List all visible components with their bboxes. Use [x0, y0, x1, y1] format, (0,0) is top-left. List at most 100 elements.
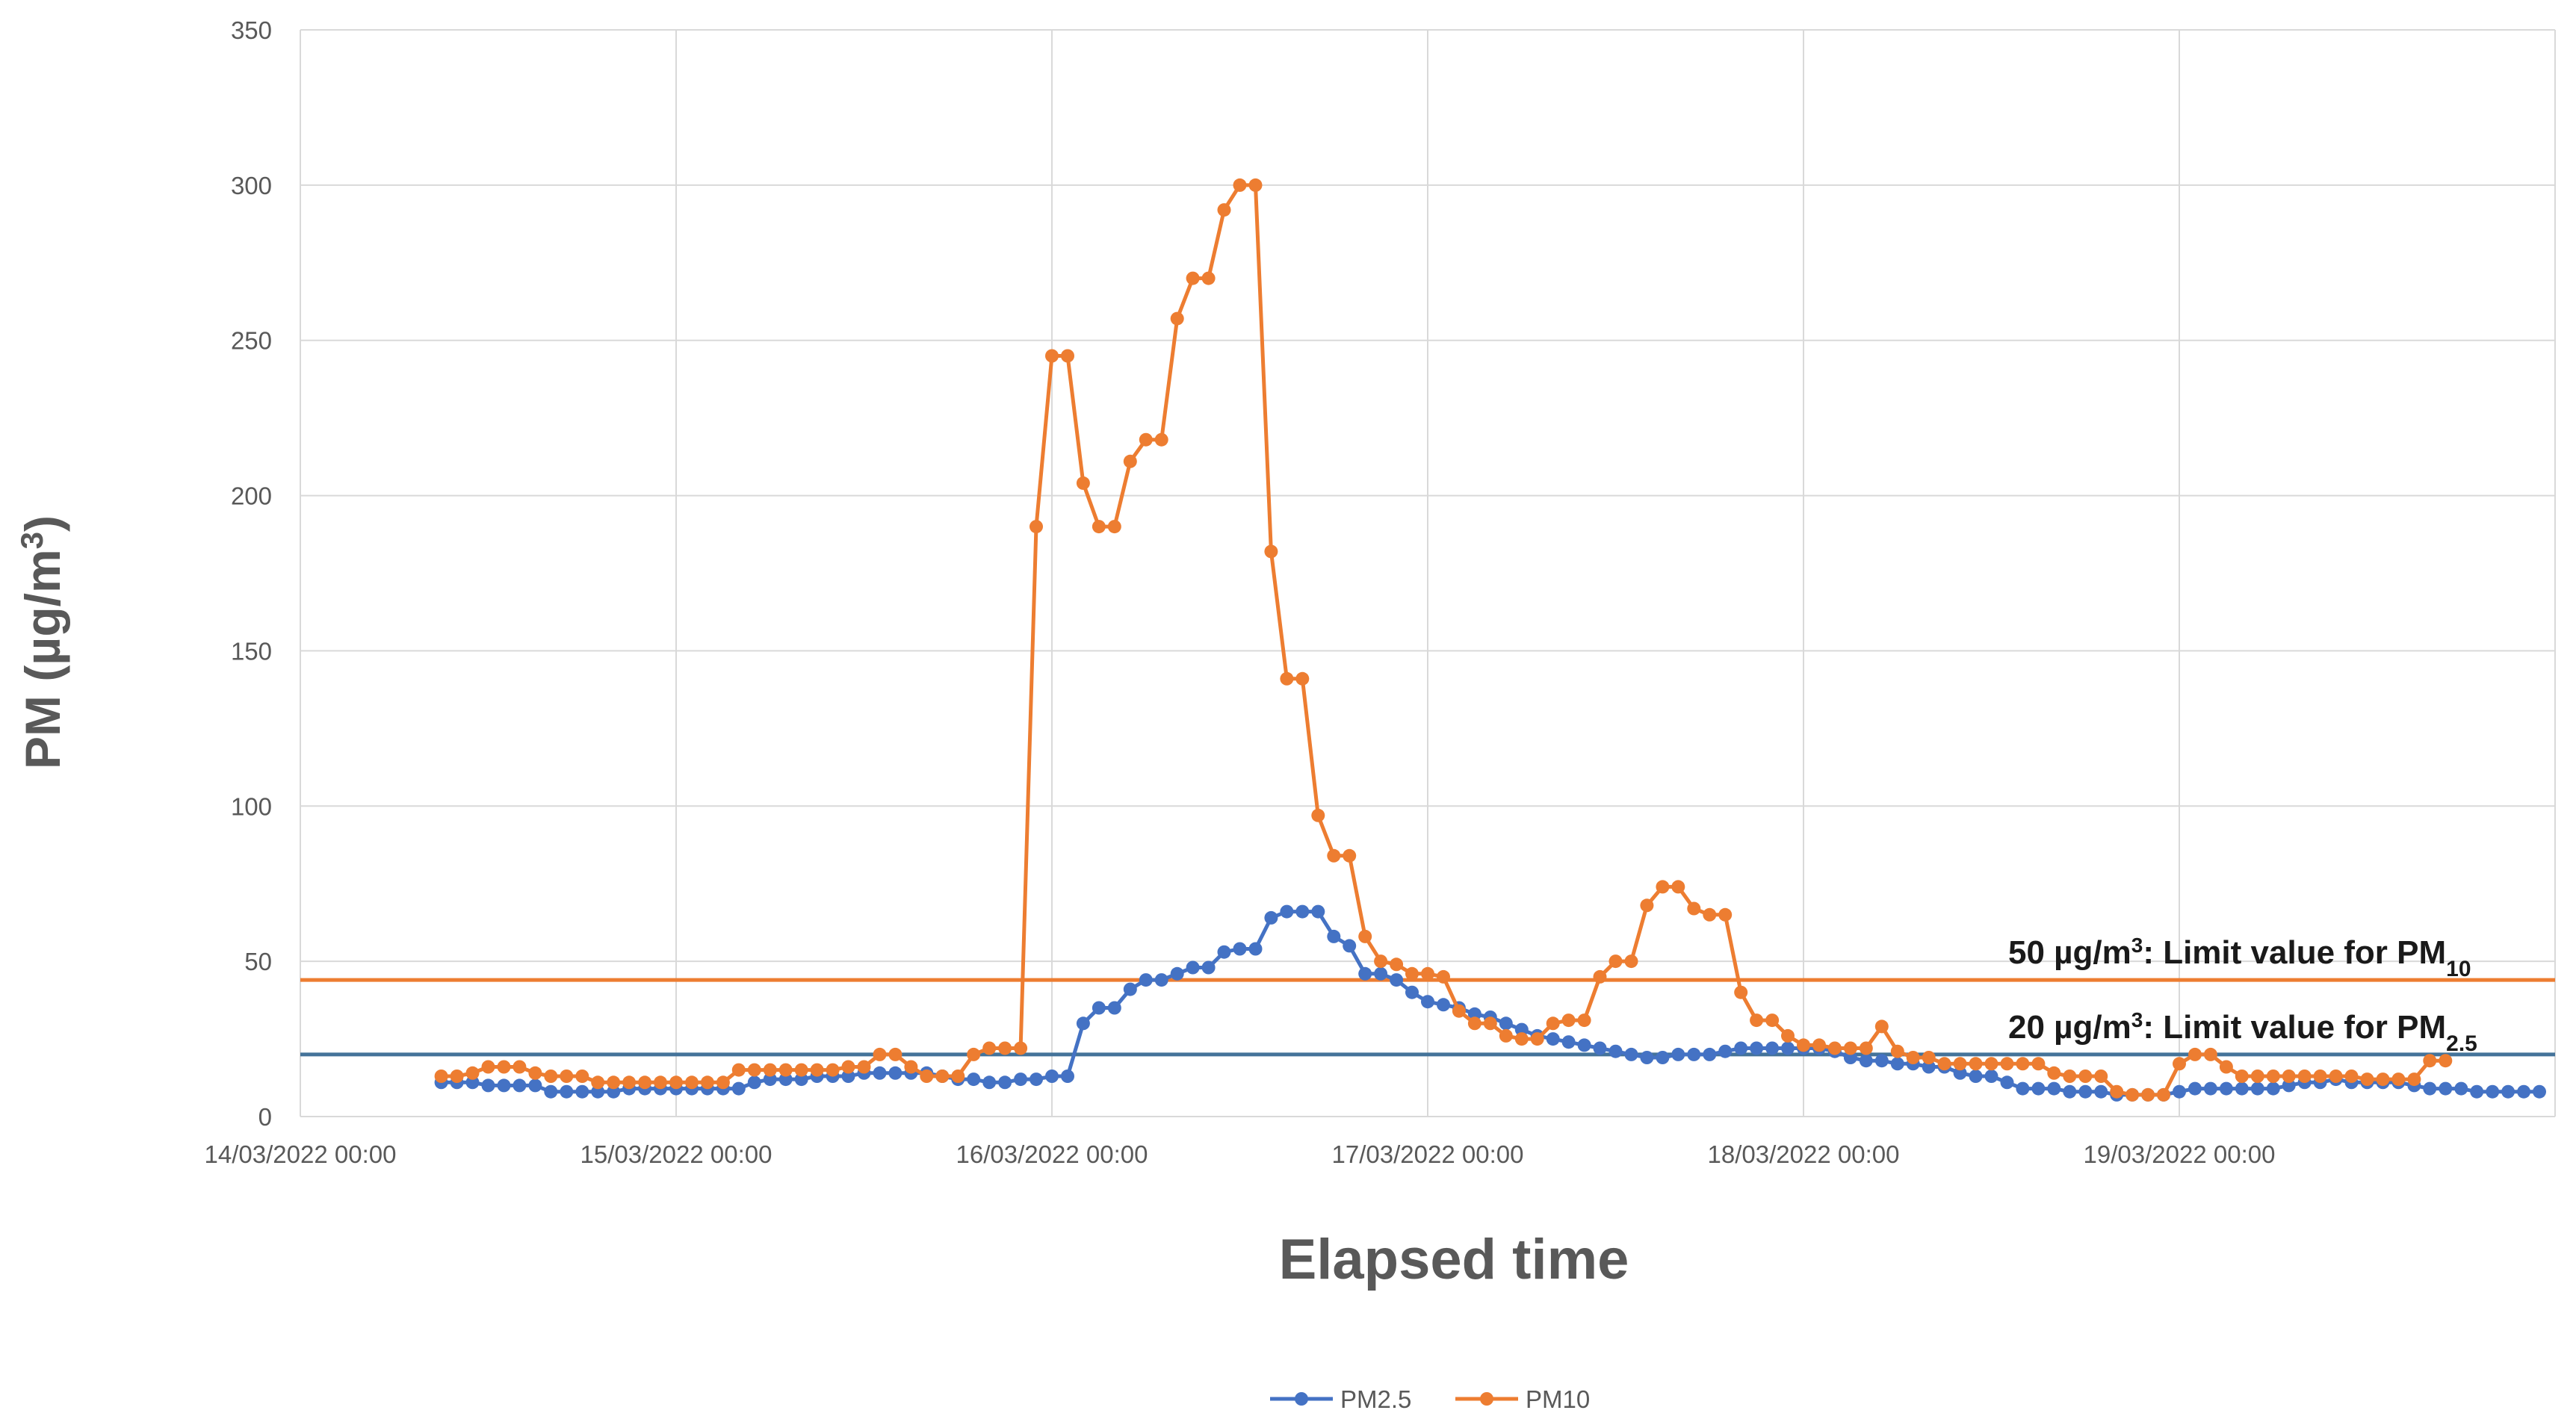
point-pm2-5-84 [1750, 1041, 1764, 1055]
point-pm10-78 [1656, 880, 1670, 894]
point-pm10-109 [2141, 1087, 2155, 1102]
point-pm10-10 [591, 1075, 605, 1090]
point-pm2-5-46 [1154, 973, 1168, 987]
point-pm10-102 [2031, 1057, 2046, 1071]
legend-label-pm10: PM10 [1526, 1385, 1590, 1413]
point-pm2-5-90 [1843, 1051, 1857, 1064]
point-pm10-85 [1765, 1013, 1780, 1028]
point-pm2-5-93 [1890, 1057, 1904, 1071]
series-pm10 [434, 178, 2453, 1102]
point-pm2-5-82 [1718, 1044, 1733, 1058]
point-pm2-5-19 [731, 1081, 746, 1096]
point-pm10-2 [465, 1066, 480, 1080]
y-axis-title: PM (µg/m3) [14, 515, 71, 769]
point-pm2-5-44 [1123, 982, 1137, 996]
point-pm2-5-49 [1201, 960, 1216, 975]
point-pm10-112 [2188, 1047, 2202, 1061]
point-pm10-46 [1154, 432, 1168, 447]
point-pm2-5-81 [1703, 1047, 1717, 1061]
point-pm10-100 [2000, 1057, 2014, 1071]
y-tick-250: 250 [231, 327, 272, 355]
point-pm10-62 [1405, 966, 1419, 981]
point-pm10-12 [622, 1075, 637, 1090]
point-pm10-24 [810, 1063, 824, 1077]
point-pm2-5-86 [1781, 1041, 1795, 1055]
point-pm10-30 [904, 1060, 918, 1074]
point-pm2-5-100 [2000, 1075, 2014, 1090]
point-pm10-73 [1577, 1013, 1591, 1028]
point-pm10-1 [450, 1069, 464, 1083]
point-pm10-26 [841, 1060, 855, 1074]
point-pm10-90 [1843, 1041, 1857, 1055]
point-pm2-5-43 [1107, 1001, 1121, 1015]
point-pm2-5-28 [873, 1066, 887, 1080]
point-pm10-115 [2235, 1069, 2249, 1083]
point-pm10-55 [1295, 671, 1310, 686]
point-pm10-101 [2016, 1057, 2030, 1071]
point-pm10-47 [1170, 311, 1184, 326]
point-pm2-5-56 [1311, 904, 1325, 919]
point-pm10-35 [982, 1041, 997, 1055]
point-pm2-5-48 [1186, 960, 1200, 975]
point-pm2-5-42 [1092, 1001, 1106, 1015]
point-pm10-5 [513, 1060, 527, 1074]
point-pm10-19 [731, 1063, 746, 1077]
point-pm10-125 [2391, 1072, 2406, 1087]
point-pm2-5-20 [747, 1075, 761, 1090]
point-pm10-80 [1687, 901, 1701, 916]
point-pm10-15 [669, 1075, 683, 1090]
point-pm10-56 [1311, 808, 1325, 822]
point-pm10-0 [434, 1069, 448, 1083]
point-pm10-94 [1906, 1051, 1920, 1064]
point-pm10-65 [1452, 1004, 1466, 1018]
x-tick-5: 19/03/2022 00:00 [2084, 1140, 2276, 1168]
point-pm2-5-60 [1374, 966, 1388, 981]
point-pm10-20 [747, 1063, 761, 1077]
point-pm2-5-59 [1358, 966, 1372, 981]
point-pm2-5-104 [2063, 1084, 2077, 1099]
x-tick-labels: 14/03/2022 00:00 15/03/2022 00:00 16/03/20… [205, 1140, 2276, 1168]
point-pm10-66 [1467, 1016, 1481, 1031]
point-pm10-107 [2110, 1084, 2124, 1099]
point-pm2-5-61 [1390, 973, 1404, 987]
point-pm2-5-106 [2094, 1084, 2108, 1099]
point-pm2-5-68 [1499, 1016, 1513, 1031]
point-pm2-5-41 [1076, 1016, 1090, 1031]
point-pm2-5-128 [2439, 1081, 2453, 1096]
point-pm2-5-8 [560, 1084, 574, 1099]
legend-marker-pm25 [1295, 1392, 1308, 1406]
point-pm10-18 [716, 1075, 730, 1090]
point-pm10-36 [998, 1041, 1012, 1055]
point-pm2-5-39 [1045, 1069, 1059, 1083]
y-tick-150: 150 [231, 637, 272, 665]
point-pm10-106 [2094, 1069, 2108, 1083]
point-pm2-5-105 [2078, 1084, 2093, 1099]
point-pm10-25 [826, 1063, 840, 1077]
legend-item-pm25: PM2.5 [1270, 1385, 1411, 1413]
point-pm10-38 [1030, 520, 1043, 534]
point-pm10-14 [654, 1075, 667, 1090]
point-pm10-76 [1624, 954, 1638, 969]
point-pm10-77 [1640, 898, 1654, 913]
point-pm10-95 [1922, 1051, 1936, 1064]
point-pm2-5-3 [481, 1078, 495, 1093]
point-pm10-74 [1593, 969, 1607, 984]
y-tick-300: 300 [231, 172, 272, 199]
point-pm10-72 [1561, 1013, 1576, 1028]
point-pm2-5-80 [1687, 1047, 1701, 1061]
point-pm10-29 [888, 1047, 902, 1061]
point-pm2-5-132 [2501, 1084, 2515, 1099]
point-pm10-44 [1123, 454, 1137, 468]
point-pm10-116 [2250, 1069, 2264, 1083]
point-pm10-16 [685, 1075, 699, 1090]
point-pm2-5-53 [1264, 910, 1278, 925]
point-pm10-40 [1061, 349, 1074, 363]
x-tick-2: 16/03/2022 00:00 [956, 1140, 1148, 1168]
point-pm2-5-45 [1139, 973, 1153, 987]
grid-layer [300, 29, 2556, 1117]
point-pm10-17 [700, 1075, 714, 1090]
point-pm2-5-6 [528, 1078, 542, 1093]
point-pm10-58 [1343, 848, 1357, 863]
point-pm10-97 [1953, 1057, 1967, 1071]
point-pm10-41 [1076, 476, 1090, 490]
